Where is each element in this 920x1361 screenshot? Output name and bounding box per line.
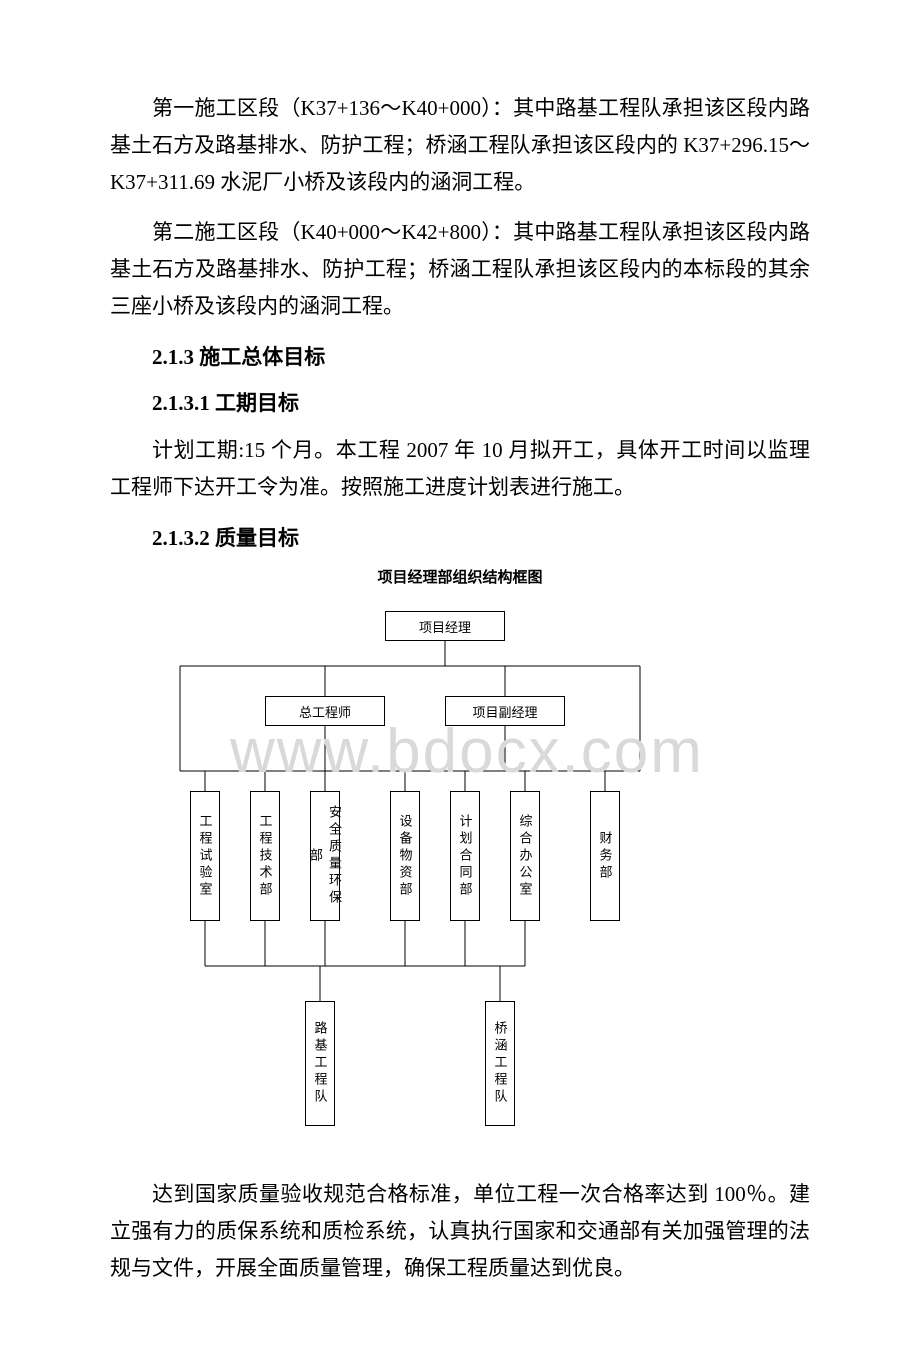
node-team-roadbed: 路基工程队	[305, 1001, 335, 1126]
node-dept-safety: 安全质量环保部	[310, 791, 340, 921]
paragraph-quality-target: 达到国家质量验收规范合格标准，单位工程一次合格率达到 100％。建立强有力的质保…	[110, 1176, 810, 1286]
node-dept-equipment: 设备物资部	[390, 791, 420, 921]
heading-2-1-3-1: 2.1.3.1 工期目标	[110, 385, 810, 422]
paragraph-section-2: 第二施工区段（K40+000～K42+800）：其中路基工程队承担该区段内路基土…	[110, 214, 810, 324]
paragraph-section-1: 第一施工区段（K37+136～K40+000）：其中路基工程队承担该区段内路基土…	[110, 90, 810, 200]
watermark-text: www.bdocx.com	[230, 716, 704, 787]
node-team-bridge: 桥涵工程队	[485, 1001, 515, 1126]
node-chief-engineer: 总工程师	[265, 696, 385, 726]
heading-2-1-3-2: 2.1.3.2 质量目标	[110, 520, 810, 557]
org-chart-title: 项目经理部组织结构框图	[110, 566, 810, 587]
org-chart: 项目经理部组织结构框图 www.bdocx.com 项目经理 总工程师 项目副经…	[110, 566, 810, 1146]
node-dept-lab: 工程试验室	[190, 791, 220, 921]
heading-2-1-3: 2.1.3 施工总体目标	[110, 339, 810, 376]
node-project-manager: 项目经理	[385, 611, 505, 641]
node-deputy-manager: 项目副经理	[445, 696, 565, 726]
paragraph-schedule-target: 计划工期:15 个月。本工程 2007 年 10 月拟开工，具体开工时间以监理工…	[110, 432, 810, 506]
node-dept-finance: 财务部	[590, 791, 620, 921]
node-dept-tech: 工程技术部	[250, 791, 280, 921]
node-dept-plan: 计划合同部	[450, 791, 480, 921]
node-dept-office: 综合办公室	[510, 791, 540, 921]
